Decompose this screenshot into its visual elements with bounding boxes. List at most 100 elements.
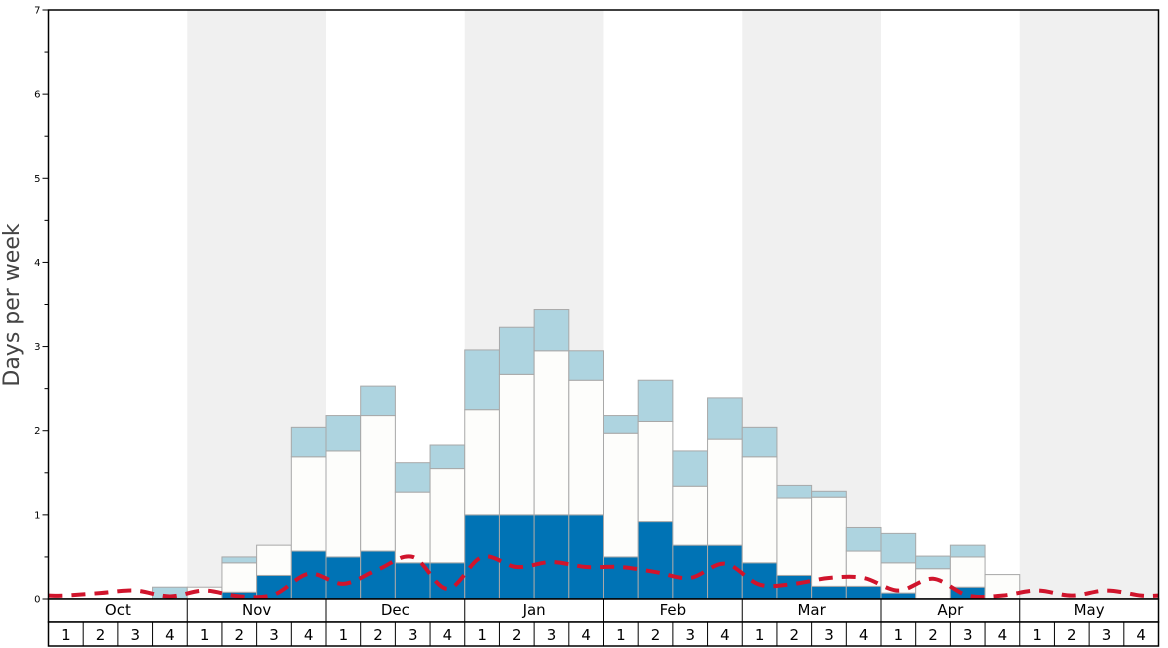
bar-white-week-10 [360, 415, 396, 552]
bar-light-week-13 [464, 349, 500, 411]
bar-light-week-9 [325, 415, 362, 452]
week-label: 3 [685, 626, 695, 644]
week-label: 2 [373, 626, 383, 644]
bar-white-week-6 [221, 562, 258, 593]
bar-light-week-16 [568, 350, 604, 381]
bar-white-week-8 [290, 456, 327, 552]
bar-dark-week-14 [498, 514, 535, 600]
week-label: 2 [96, 626, 106, 644]
week-label: 2 [1067, 626, 1077, 644]
bar-white-week-20 [707, 438, 743, 546]
week-label: 4 [998, 626, 1008, 644]
bar-white-week-21 [741, 456, 778, 564]
week-label: 4 [304, 626, 314, 644]
week-label: 4 [443, 626, 453, 644]
week-label: 1 [477, 626, 487, 644]
month-label-nov: Nov [242, 601, 271, 619]
week-label: 3 [269, 626, 279, 644]
y-axis-label: Days per week [0, 223, 25, 386]
y-tick-label: 7 [34, 6, 40, 17]
month-label-oct: Oct [105, 601, 131, 619]
y-tick-label: 3 [34, 342, 40, 353]
bar-light-week-26 [915, 555, 951, 570]
bar-dark-week-11 [394, 562, 431, 600]
week-label: 4 [859, 626, 869, 644]
week-label: 3 [408, 626, 418, 644]
bar-light-week-21 [741, 426, 778, 458]
bar-dark-week-16 [568, 514, 604, 600]
bar-light-week-11 [394, 462, 431, 493]
bar-dark-week-15 [533, 514, 570, 600]
bar-white-week-13 [464, 409, 500, 516]
y-tick-label: 5 [34, 174, 40, 185]
week-label: 1 [755, 626, 765, 644]
week-label: 2 [512, 626, 522, 644]
bar-white-week-18 [637, 420, 674, 523]
bar-dark-week-23 [811, 585, 847, 600]
week-label: 2 [235, 626, 245, 644]
bar-white-week-16 [568, 379, 604, 516]
bar-light-week-15 [533, 309, 570, 352]
bar-light-week-18 [637, 379, 674, 422]
bar-light-week-8 [290, 426, 327, 458]
week-label: 1 [616, 626, 626, 644]
week-label: 3 [547, 626, 557, 644]
week-label: 1 [894, 626, 904, 644]
y-tick-label: 1 [34, 510, 40, 521]
bar-light-week-10 [360, 385, 396, 417]
month-label-dec: Dec [381, 601, 410, 619]
week-label: 4 [581, 626, 591, 644]
week-label: 1 [200, 626, 210, 644]
bar-white-week-7 [256, 544, 292, 576]
bar-white-week-9 [325, 450, 362, 558]
bar-light-week-23 [811, 490, 847, 498]
month-label-apr: Apr [937, 601, 964, 619]
bar-light-week-12 [429, 444, 466, 470]
y-tick-label: 4 [34, 258, 40, 269]
week-label: 1 [61, 626, 71, 644]
week-label: 1 [1032, 626, 1042, 644]
month-shade-may [1019, 10, 1159, 599]
bar-white-week-23 [811, 496, 847, 587]
week-label: 2 [790, 626, 800, 644]
bar-dark-week-21 [741, 562, 778, 600]
bar-dark-week-25 [880, 592, 917, 600]
bar-white-week-15 [533, 350, 570, 516]
week-label: 4 [165, 626, 175, 644]
week-label: 4 [720, 626, 730, 644]
week-label: 1 [339, 626, 349, 644]
bar-light-week-19 [672, 450, 709, 487]
bar-light-week-22 [776, 484, 813, 499]
month-label-jan: Jan [522, 601, 546, 619]
bar-white-week-11 [394, 491, 431, 564]
bar-white-week-12 [429, 468, 466, 564]
week-label: 2 [651, 626, 661, 644]
bar-white-week-27 [949, 556, 986, 588]
bar-white-week-22 [776, 497, 813, 576]
week-label: 2 [928, 626, 938, 644]
bar-dark-week-18 [637, 521, 674, 600]
bar-dark-week-24 [845, 585, 882, 600]
y-tick-label: 0 [34, 595, 40, 606]
bar-dark-week-9 [325, 556, 362, 600]
week-label: 3 [963, 626, 973, 644]
bar-light-week-6 [221, 556, 258, 564]
bar-light-week-24 [845, 526, 882, 552]
bar-dark-week-20 [707, 544, 743, 600]
bar-light-week-17 [603, 415, 639, 434]
bar-light-week-27 [949, 544, 986, 558]
average-line [48, 554, 1159, 600]
bar-dark-week-17 [603, 556, 639, 600]
month-label-mar: Mar [797, 601, 826, 619]
month-label-may: May [1074, 601, 1105, 619]
bar-white-week-19 [672, 485, 709, 546]
week-label: 3 [824, 626, 834, 644]
week-label: 3 [130, 626, 140, 644]
week-label: 4 [1136, 626, 1146, 644]
week-label: 3 [1102, 626, 1112, 644]
bar-white-week-14 [498, 373, 535, 516]
month-label-feb: Feb [660, 601, 687, 619]
y-tick-label: 2 [34, 426, 40, 437]
